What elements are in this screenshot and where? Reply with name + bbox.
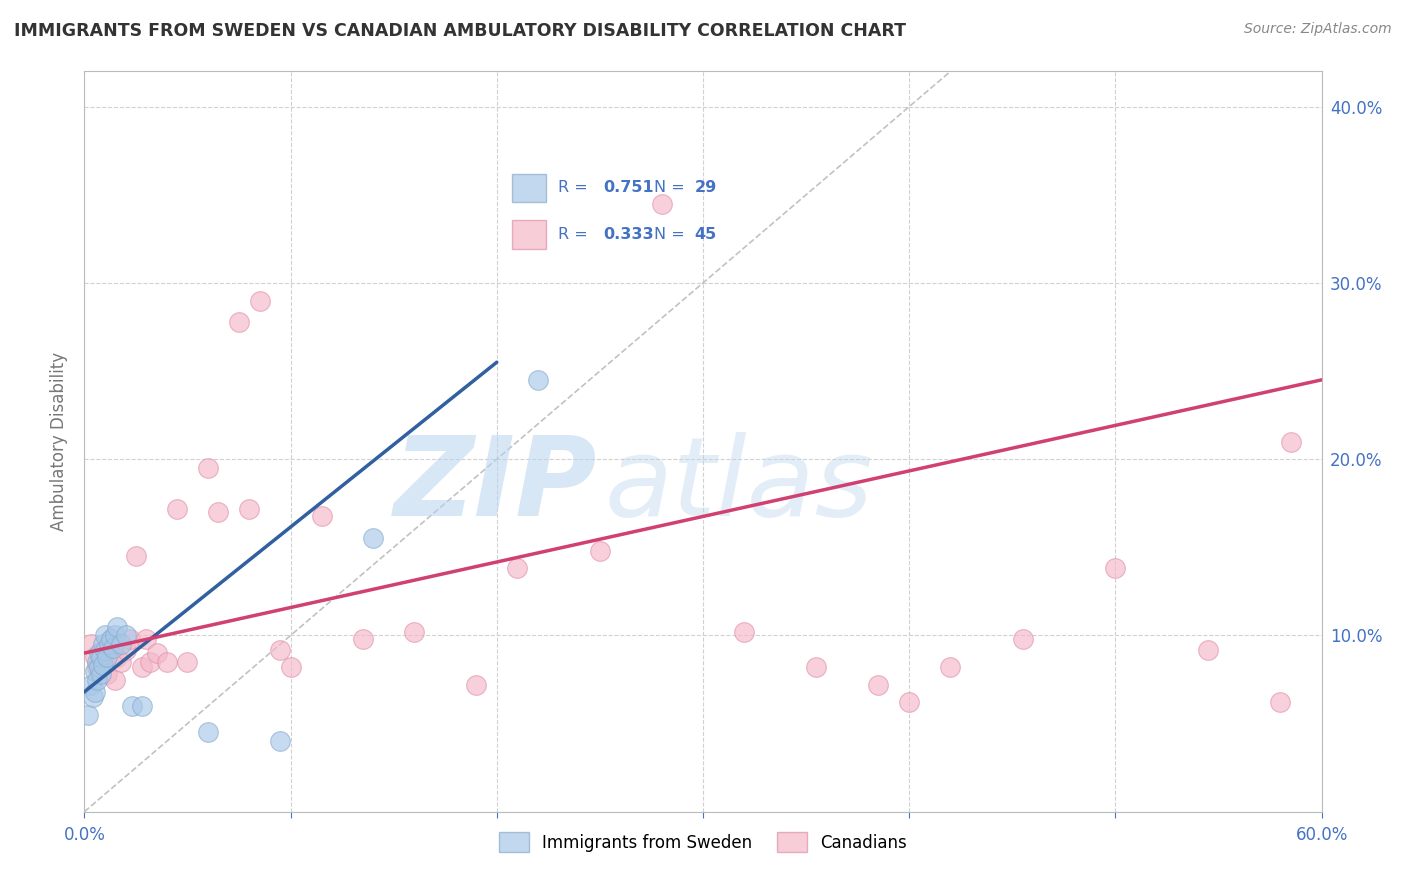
- Point: [156, 655, 179, 669]
- Point: [82, 690, 104, 705]
- Point: [249, 293, 271, 308]
- Point: [94, 628, 117, 642]
- Text: 45: 45: [695, 227, 717, 242]
- Point: [100, 632, 122, 646]
- Point: [527, 373, 550, 387]
- Point: [98, 637, 121, 651]
- Point: [100, 632, 122, 646]
- Point: [404, 624, 426, 639]
- Point: [83, 664, 105, 678]
- Point: [121, 698, 143, 713]
- Point: [939, 660, 962, 674]
- Point: [114, 642, 136, 657]
- Point: [506, 561, 529, 575]
- Point: [94, 655, 117, 669]
- Point: [110, 655, 132, 669]
- Text: R =: R =: [558, 227, 593, 242]
- Text: 29: 29: [695, 180, 717, 195]
- Point: [87, 660, 110, 674]
- Legend: Immigrants from Sweden, Canadians: Immigrants from Sweden, Canadians: [492, 825, 914, 859]
- Text: 0.333: 0.333: [603, 227, 654, 242]
- Point: [197, 461, 219, 475]
- Text: N =: N =: [654, 227, 689, 242]
- Point: [145, 646, 167, 660]
- Text: 0.751: 0.751: [603, 180, 654, 195]
- Point: [79, 637, 101, 651]
- Point: [465, 678, 488, 692]
- Point: [110, 637, 132, 651]
- Point: [131, 698, 153, 713]
- Point: [733, 624, 755, 639]
- Text: N =: N =: [654, 180, 689, 195]
- Point: [96, 649, 118, 664]
- Text: IMMIGRANTS FROM SWEDEN VS CANADIAN AMBULATORY DISABILITY CORRELATION CHART: IMMIGRANTS FROM SWEDEN VS CANADIAN AMBUL…: [14, 22, 905, 40]
- Point: [135, 632, 157, 646]
- Point: [105, 619, 128, 633]
- Point: [96, 667, 118, 681]
- Point: [83, 685, 105, 699]
- Point: [105, 649, 128, 664]
- Point: [806, 660, 828, 674]
- Point: [125, 549, 148, 563]
- Point: [87, 646, 110, 660]
- Point: [228, 315, 250, 329]
- Point: [238, 501, 260, 516]
- Point: [91, 658, 114, 673]
- Point: [86, 673, 108, 687]
- Point: [1197, 642, 1219, 657]
- Point: [90, 649, 112, 664]
- Point: [1011, 632, 1033, 646]
- Point: [103, 640, 125, 655]
- Point: [207, 505, 229, 519]
- Point: [352, 632, 374, 646]
- FancyBboxPatch shape: [512, 174, 546, 202]
- Point: [868, 678, 890, 692]
- Point: [94, 642, 117, 657]
- Point: [280, 660, 302, 674]
- Point: [79, 678, 101, 692]
- Point: [1270, 695, 1292, 709]
- Point: [104, 673, 127, 687]
- Point: [83, 649, 105, 664]
- Point: [176, 655, 198, 669]
- Point: [898, 695, 921, 709]
- Point: [589, 544, 612, 558]
- Text: R =: R =: [558, 180, 593, 195]
- Point: [166, 501, 188, 516]
- Point: [131, 660, 153, 674]
- Point: [91, 637, 114, 651]
- Point: [98, 642, 121, 657]
- Point: [197, 725, 219, 739]
- Point: [1279, 434, 1302, 449]
- FancyBboxPatch shape: [512, 219, 546, 249]
- Point: [90, 667, 112, 681]
- Point: [311, 508, 333, 523]
- Point: [86, 660, 108, 674]
- Point: [114, 628, 136, 642]
- Point: [269, 642, 291, 657]
- Text: Source: ZipAtlas.com: Source: ZipAtlas.com: [1244, 22, 1392, 37]
- Point: [77, 707, 100, 722]
- Point: [1104, 561, 1126, 575]
- Point: [269, 734, 291, 748]
- Point: [86, 655, 108, 669]
- Text: ZIP: ZIP: [394, 433, 598, 540]
- Point: [118, 632, 141, 646]
- Point: [139, 655, 162, 669]
- Point: [361, 532, 384, 546]
- Y-axis label: Ambulatory Disability: Ambulatory Disability: [51, 352, 69, 531]
- Text: atlas: atlas: [605, 433, 873, 540]
- Point: [104, 628, 127, 642]
- Point: [651, 196, 673, 211]
- Point: [90, 646, 112, 660]
